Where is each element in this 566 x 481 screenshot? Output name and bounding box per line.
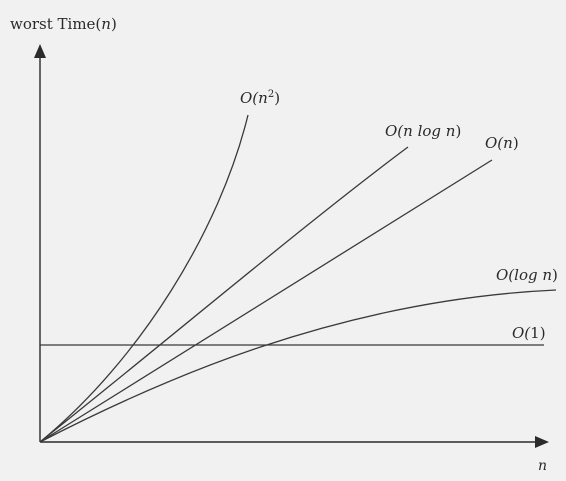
y-axis-label-suffix: ) [110,15,117,33]
label-nlogn-var: n log n [403,122,456,140]
curve-label-nlogn: O(n log n) [385,124,461,139]
x-axis-label: n [538,458,548,474]
label-n-var: n [503,134,513,152]
label-logn-prefix: O( [496,266,515,284]
label-n2-var: n [258,89,268,107]
curve-nlogn [39,146,409,443]
label-1-prefix: O( [512,324,531,342]
curve-label-logn: O(log n) [496,268,558,283]
label-n-prefix: O( [485,134,504,152]
curve-linear [39,159,493,443]
label-n-suffix: ) [512,134,519,152]
label-nlogn-suffix: ) [455,122,462,140]
y-axis-label-prefix: worst Time( [10,15,102,33]
y-axis-arrow [34,44,46,58]
curve-label-linear: O(n) [485,136,519,151]
curve-label-quadratic: O(n2) [240,90,280,106]
label-n2-sup: 2 [267,89,275,100]
label-n2-prefix: O( [240,89,259,107]
label-1-num: 1 [530,324,540,342]
x-axis-arrow [535,436,549,448]
curve-quadratic [39,114,249,443]
y-axis-label: worst Time(n) [10,17,117,32]
label-nlogn-prefix: O( [385,122,404,140]
curve-label-constant: O(1) [512,326,546,341]
label-logn-var: log n [514,266,553,284]
curve-logn [39,289,557,443]
label-n2-suffix: ) [274,89,281,107]
y-axis-label-var: n [101,15,111,33]
label-logn-suffix: ) [552,266,558,284]
label-1-suffix: ) [539,324,546,342]
